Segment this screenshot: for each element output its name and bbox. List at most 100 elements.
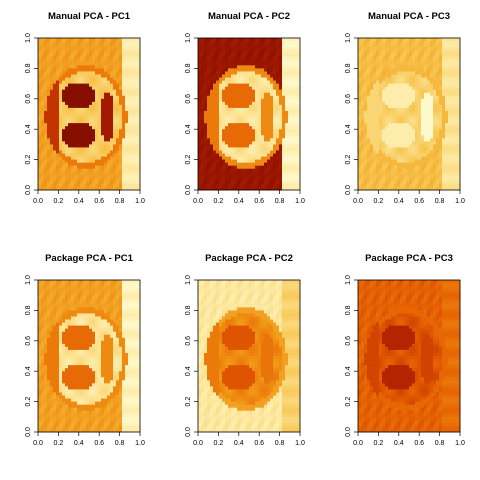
heatmap-cell <box>255 77 259 81</box>
heatmap-cell <box>436 65 440 69</box>
heatmap-cell <box>77 71 81 75</box>
heatmap-cell <box>418 92 422 97</box>
heatmap-cell <box>445 186 449 191</box>
heatmap-cell <box>201 117 205 121</box>
heatmap-cell <box>89 38 93 42</box>
heatmap-cell <box>364 83 368 88</box>
heatmap-cell <box>71 41 75 45</box>
heatmap-cell <box>50 141 54 145</box>
heatmap-cell <box>110 141 114 145</box>
heatmap-cell <box>213 186 217 191</box>
heatmap-cell <box>267 180 271 185</box>
heatmap-cell <box>391 162 395 167</box>
heatmap-cell <box>134 80 138 84</box>
heatmap-cell <box>285 144 289 148</box>
heatmap-cell <box>137 74 141 78</box>
heatmap-cell <box>47 132 51 136</box>
heatmap-cell <box>394 74 398 78</box>
heatmap-cell <box>249 89 253 94</box>
heatmap-cell <box>255 101 259 106</box>
heatmap-cell <box>397 41 401 45</box>
heatmap-cell <box>92 77 96 81</box>
heatmap-cell <box>225 165 229 170</box>
heatmap-cell <box>294 174 298 179</box>
heatmap-cell <box>427 101 431 106</box>
heatmap-cell <box>391 59 395 63</box>
heatmap-cell <box>59 120 63 124</box>
heatmap-cell <box>228 71 232 75</box>
heatmap-cell <box>240 138 244 142</box>
heatmap-cell <box>119 168 123 173</box>
heatmap-cell <box>44 120 48 124</box>
heatmap-cell <box>128 44 132 48</box>
heatmap-cell <box>98 180 102 185</box>
heatmap-cell <box>294 50 298 54</box>
heatmap-cell <box>373 171 377 176</box>
heatmap-cell <box>394 117 398 121</box>
heatmap-cell <box>433 65 437 69</box>
heatmap-cell <box>83 62 87 66</box>
heatmap-cell <box>373 144 377 148</box>
heatmap-cell <box>231 86 235 91</box>
heatmap-cell <box>361 150 365 154</box>
heatmap-cell <box>273 107 277 112</box>
heatmap-cell <box>285 56 289 60</box>
heatmap-cell <box>373 123 377 127</box>
heatmap-cell <box>412 156 416 160</box>
heatmap-cell <box>134 159 138 164</box>
heatmap-cell <box>41 114 45 118</box>
heatmap-cell <box>207 59 211 63</box>
heatmap-cell <box>270 71 274 75</box>
heatmap-cell <box>430 177 434 182</box>
heatmap-cell <box>68 74 72 78</box>
heatmap-cell <box>276 126 280 130</box>
heatmap-cell <box>104 59 108 63</box>
heatmap-cell <box>50 183 54 188</box>
heatmap-cell <box>430 168 434 173</box>
heatmap-cell <box>213 68 217 72</box>
heatmap-cell <box>225 117 229 121</box>
heatmap-cell <box>367 53 371 57</box>
heatmap-cell <box>56 177 60 182</box>
heatmap-cell <box>237 56 241 60</box>
heatmap-cell <box>442 107 446 112</box>
heatmap-cell <box>406 180 410 185</box>
heatmap-cell <box>285 171 289 176</box>
heatmap-cell <box>358 144 362 148</box>
heatmap-cell <box>412 77 416 81</box>
heatmap-cell <box>50 95 54 100</box>
heatmap-cell <box>219 56 223 60</box>
heatmap-cell <box>409 183 413 188</box>
heatmap-cell <box>104 110 108 115</box>
heatmap-cell <box>222 50 226 54</box>
heatmap-cell <box>412 117 416 121</box>
heatmap-cell <box>95 114 99 118</box>
heatmap-cell <box>439 165 443 170</box>
heatmap-cell <box>234 47 238 51</box>
heatmap-cell <box>113 168 117 173</box>
heatmap-cell <box>273 147 277 151</box>
heatmap-cell <box>137 71 141 75</box>
heatmap-cell <box>249 77 253 81</box>
heatmap-cell <box>252 117 256 121</box>
heatmap-cell <box>270 98 274 103</box>
heatmap-cell <box>294 150 298 154</box>
heatmap-cell <box>246 138 250 142</box>
heatmap-cell <box>71 159 75 164</box>
heatmap-cell <box>119 98 123 103</box>
heatmap-cell <box>68 174 72 179</box>
heatmap-cell <box>376 95 380 100</box>
heatmap-cell <box>385 95 389 100</box>
heatmap-cell <box>44 56 48 60</box>
heatmap-cell <box>207 132 211 136</box>
heatmap-cell <box>225 95 229 100</box>
heatmap-cell <box>255 120 259 124</box>
heatmap-cell <box>361 129 365 133</box>
heatmap-cell <box>219 44 223 48</box>
heatmap-cell <box>240 159 244 164</box>
heatmap-cell <box>53 44 57 48</box>
heatmap-cell <box>113 83 117 88</box>
heatmap-cell <box>361 107 365 112</box>
heatmap-cell <box>391 168 395 173</box>
heatmap-cell <box>83 104 87 109</box>
